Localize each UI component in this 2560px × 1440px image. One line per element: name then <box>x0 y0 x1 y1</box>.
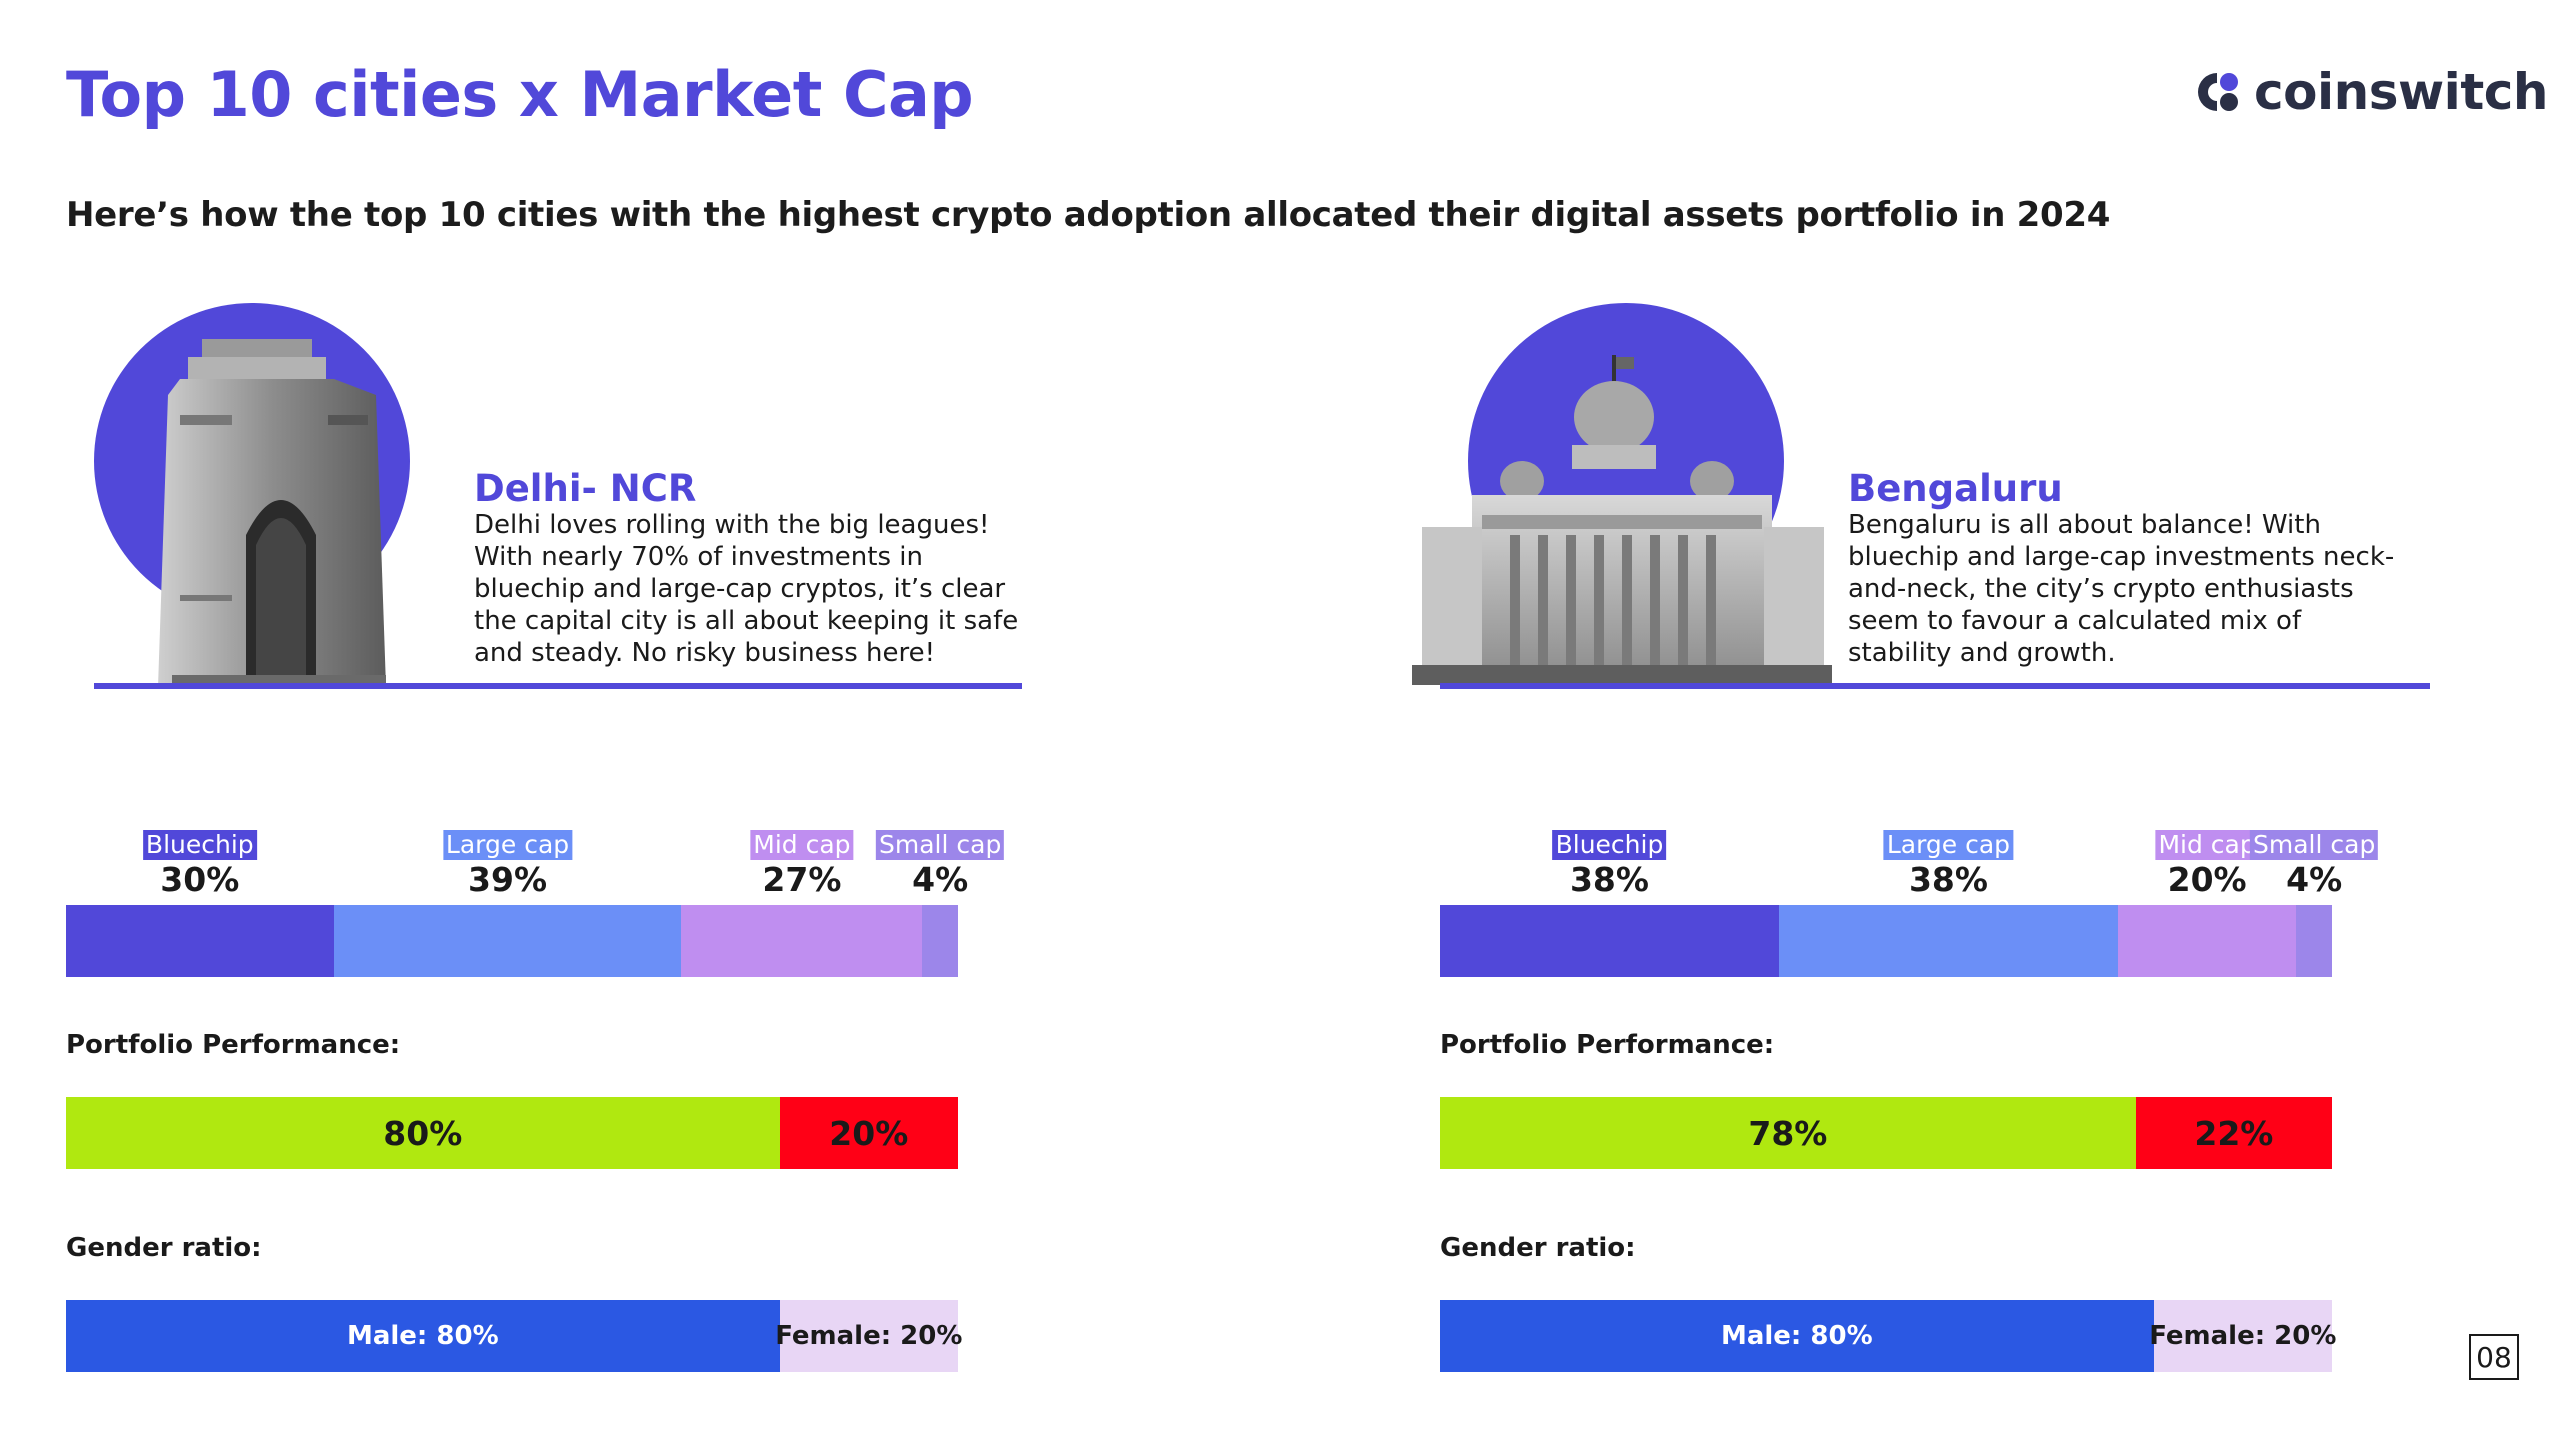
data-label-mid-cap: 20% <box>2167 860 2247 899</box>
data-label-large-cap: 39% <box>468 860 548 899</box>
bar-segment-mid-cap <box>681 905 923 977</box>
brand-logo-text: coinswitch <box>2254 63 2548 121</box>
bar-segment-large-cap <box>1778 905 2118 977</box>
performance-positive-segment: 78% <box>1440 1097 2136 1169</box>
performance-negative-segment: 22% <box>2135 1097 2332 1169</box>
legend-tag-mid-cap: Mid cap <box>2155 830 2259 860</box>
data-label-small-cap: 4% <box>912 860 969 899</box>
portfolio-performance-label: Portfolio Performance: <box>66 1030 401 1060</box>
data-label-large-cap: 38% <box>1908 860 1988 899</box>
legend-tag-bluechip: Bluechip <box>142 830 257 860</box>
city-name: Delhi- NCR <box>474 467 697 510</box>
performance-negative-segment: 20% <box>779 1097 958 1169</box>
data-label-bluechip: 30% <box>160 860 240 899</box>
india-gate-icon <box>158 339 386 685</box>
legend-tag-small-cap: Small cap <box>2249 830 2379 860</box>
bar-segment-mid-cap <box>2117 905 2297 977</box>
section-divider <box>94 683 1022 689</box>
data-label-small-cap: 4% <box>2286 860 2343 899</box>
city-card-delhi: Delhi- NCR Delhi loves rolling with the … <box>66 295 1366 1405</box>
bar-segment-bluechip <box>66 905 334 977</box>
city-card-bengaluru: Bengaluru Bengaluru is all about balance… <box>1412 295 2560 1405</box>
portfolio-performance-label: Portfolio Performance: <box>1440 1030 1775 1060</box>
page-title: Top 10 cities x Market Cap <box>66 58 974 131</box>
bar-segment-small-cap <box>2296 905 2332 977</box>
city-description: Delhi loves rolling with the big leagues… <box>474 510 1019 668</box>
bar-segment-small-cap <box>922 905 958 977</box>
brand-logo: coinswitch <box>2196 62 2548 122</box>
gender-ratio-bar: Male: 80% Female: 20% <box>1440 1300 2336 1372</box>
legend-tag-small-cap: Small cap <box>875 830 1005 860</box>
bar-segment-large-cap <box>333 905 682 977</box>
gender-ratio-label: Gender ratio: <box>66 1233 262 1263</box>
portfolio-performance-bar: 78% 22% <box>1440 1097 2332 1169</box>
vidhana-soudha-icon <box>1412 355 1832 685</box>
city-name: Bengaluru <box>1848 467 2063 510</box>
legend-tag-large-cap: Large cap <box>1883 830 2014 860</box>
section-divider <box>1440 683 2430 689</box>
page-subtitle: Here’s how the top 10 cities with the hi… <box>66 195 2111 235</box>
allocation-stacked-bar <box>66 905 958 977</box>
portfolio-performance-bar: 80% 20% <box>66 1097 958 1169</box>
bar-segment-bluechip <box>1440 905 1779 977</box>
gender-male-segment: Male: 80% <box>1440 1300 2154 1372</box>
gender-male-segment: Male: 80% <box>66 1300 780 1372</box>
gender-female-segment: Female: 20% <box>775 1300 962 1372</box>
data-label-bluechip: 38% <box>1569 860 1649 899</box>
data-label-mid-cap: 27% <box>762 860 842 899</box>
legend-tag-large-cap: Large cap <box>442 830 573 860</box>
allocation-stacked-bar <box>1440 905 2332 977</box>
performance-positive-segment: 80% <box>66 1097 780 1169</box>
city-description: Bengaluru is all about balance! With blu… <box>1848 510 2395 668</box>
gender-ratio-bar: Male: 80% Female: 20% <box>66 1300 962 1372</box>
coinswitch-logo-icon <box>2198 73 2238 111</box>
gender-female-segment: Female: 20% <box>2149 1300 2336 1372</box>
gender-ratio-label: Gender ratio: <box>1440 1233 1636 1263</box>
legend-tag-bluechip: Bluechip <box>1552 830 1667 860</box>
legend-tag-mid-cap: Mid cap <box>750 830 854 860</box>
page-number: 08 <box>2469 1334 2519 1380</box>
